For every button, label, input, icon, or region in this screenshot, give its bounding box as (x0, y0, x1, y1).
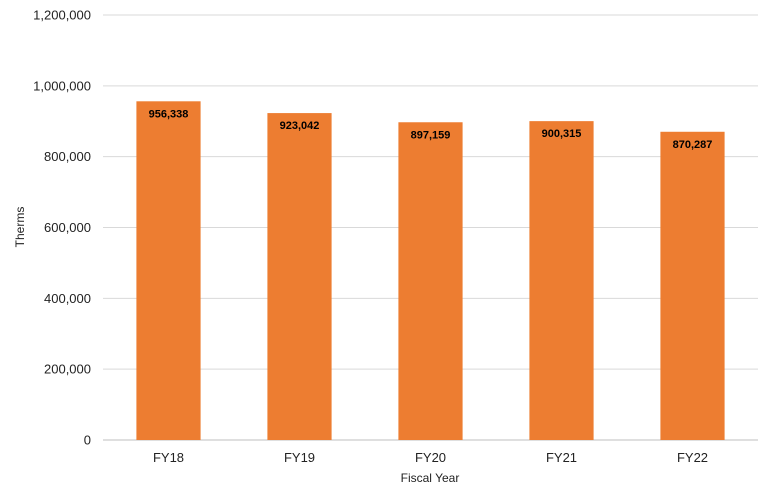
y-tick-label: 1,000,000 (33, 78, 91, 93)
data-label: 923,042 (280, 120, 320, 132)
bar (267, 113, 332, 440)
y-tick-label: 800,000 (44, 149, 91, 164)
data-labels: 956,338 923,042 897,159 900,315 870,287 (149, 108, 713, 150)
data-label: 900,315 (542, 128, 582, 140)
y-tick-label: 400,000 (44, 291, 91, 306)
x-tick-label: FY18 (153, 450, 184, 465)
y-axis-title: Therms (13, 207, 27, 248)
data-label: 897,159 (411, 129, 451, 141)
x-tick-label: FY20 (415, 450, 446, 465)
data-label: 870,287 (673, 139, 713, 151)
bar (529, 121, 594, 441)
bar (398, 122, 463, 440)
bar (660, 131, 725, 440)
x-tick-label: FY21 (546, 450, 577, 465)
y-tick-label: 600,000 (44, 220, 91, 235)
x-tick-label: FY19 (284, 450, 315, 465)
x-axis-title: Fiscal Year (401, 471, 460, 485)
y-tick-label: 1,200,000 (33, 8, 91, 23)
data-label: 956,338 (149, 108, 189, 120)
y-tick-label: 200,000 (44, 362, 91, 377)
y-tick-label: 0 (84, 433, 91, 448)
x-tick-label: FY22 (677, 450, 708, 465)
y-axis-ticks: 0 200,000 400,000 600,000 800,000 1,000,000 1,… (33, 8, 91, 448)
x-axis-ticks: FY18 FY19 FY20 FY21 FY22 (153, 450, 708, 465)
bar (136, 101, 201, 440)
bars (136, 101, 725, 441)
